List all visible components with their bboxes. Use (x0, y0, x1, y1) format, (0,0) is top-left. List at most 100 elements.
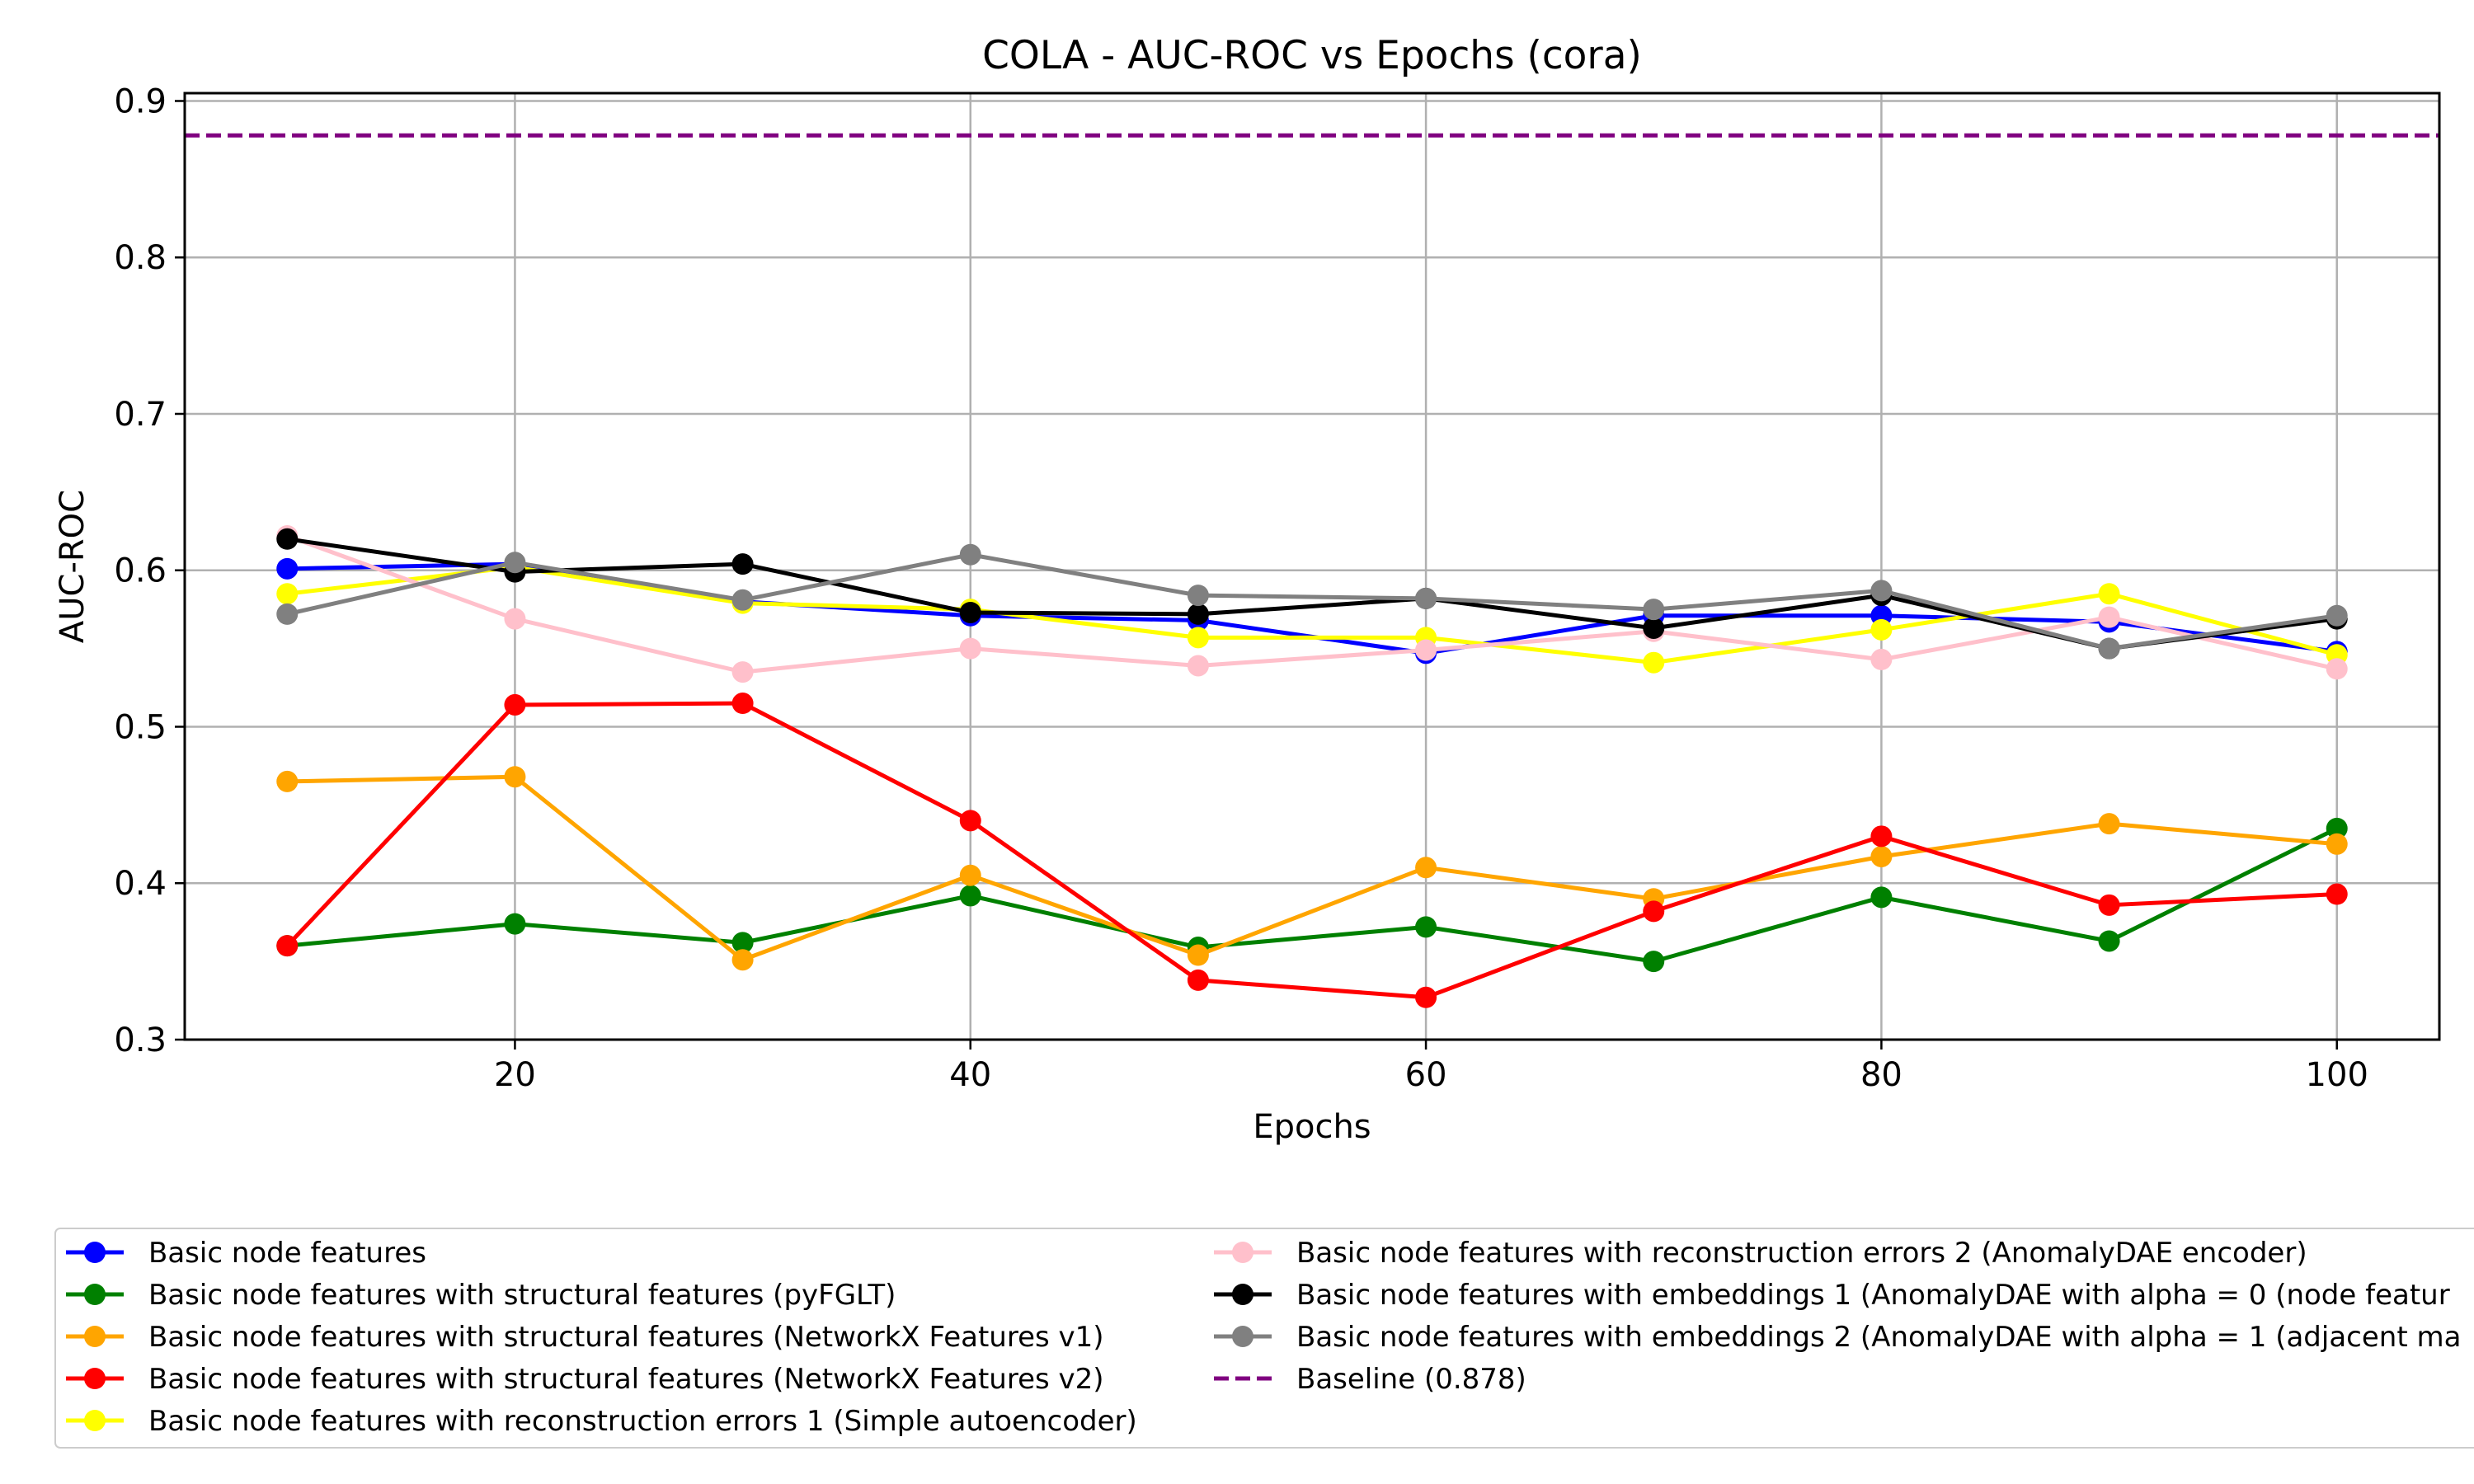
data-point (1187, 969, 1209, 991)
legend-label: Basic node features with structural feat… (148, 1321, 1104, 1354)
data-point (504, 552, 526, 574)
data-point (959, 885, 981, 907)
legend-label: Basic node features with embeddings 1 (A… (1296, 1279, 2450, 1312)
legend-item-2: Basic node features with structural feat… (66, 1279, 896, 1312)
data-point (959, 637, 981, 660)
legend-item-5: Basic node features with reconstruction … (66, 1405, 1137, 1438)
legend-item-7: Basic node features with embeddings 1 (A… (1214, 1279, 2450, 1312)
legend-item-9: Baseline (0.878) (1214, 1363, 1526, 1396)
data-point (1187, 655, 1209, 677)
data-point (731, 932, 754, 954)
legend-label: Basic node features with embeddings 2 (A… (1296, 1321, 2461, 1354)
legend-label: Basic node features with structural feat… (148, 1363, 1104, 1396)
data-point (1643, 900, 1665, 923)
legend-items: Basic node features Basic node features w… (66, 1237, 2461, 1438)
data-point (1415, 986, 1437, 1008)
legend-item-4: Basic node features with structural feat… (66, 1363, 1104, 1396)
data-point (2098, 930, 2120, 952)
series-line (286, 537, 2338, 651)
data-point (504, 913, 526, 935)
data-point (2098, 813, 2120, 835)
legend-swatch-marker (1232, 1242, 1253, 1263)
y-tick-label: 0.9 (114, 82, 167, 120)
data-point (276, 603, 299, 625)
data-point (2326, 817, 2348, 839)
legend-label: Basic node features with reconstruction … (148, 1405, 1137, 1438)
series-line (287, 826, 2338, 964)
legend: Basic node features Basic node features w… (54, 1228, 2474, 1449)
legend-item-3: Basic node features with structural feat… (66, 1321, 1104, 1354)
data-point (276, 583, 299, 605)
data-point (1187, 944, 1209, 966)
series-line (286, 552, 2338, 651)
legend-swatch-marker (84, 1242, 106, 1263)
data-point (1187, 627, 1209, 649)
data-point (504, 693, 526, 716)
legend-label: Basic node features (148, 1237, 426, 1270)
legend-label: Basic node features with reconstruction … (1296, 1237, 2307, 1270)
data-point (1415, 857, 1437, 879)
data-point (2326, 833, 2348, 855)
data-point (1643, 599, 1665, 621)
data-point (2098, 606, 2120, 628)
x-tick-label: 60 (1405, 1056, 1447, 1094)
data-point (1870, 825, 1893, 848)
legend-swatch-marker (84, 1326, 106, 1347)
data-point (504, 608, 526, 630)
legend-swatch-marker (1232, 1326, 1253, 1347)
data-point (959, 864, 981, 886)
series-line (286, 565, 2338, 665)
legend-item-6: Basic node features with reconstruction … (1214, 1237, 2307, 1270)
legend-swatch-marker (1232, 1284, 1253, 1305)
data-point (731, 661, 754, 683)
y-tick-label: 0.4 (114, 865, 167, 903)
x-axis-label: Epochs (1253, 1108, 1371, 1146)
y-tick-label: 0.8 (114, 239, 167, 277)
chart-title: COLA - AUC-ROC vs Epochs (cora) (982, 33, 1642, 78)
series-line (285, 701, 2337, 1000)
ticks: 20 40 60 80 100 0.3 0.4 0.5 0.6 0.7 0.8 0.9 (114, 82, 2368, 1094)
data-point (731, 553, 754, 575)
data-point (731, 693, 754, 715)
y-axis-label: AUC-ROC (54, 490, 92, 643)
data-point (276, 557, 299, 580)
data-point (276, 528, 299, 550)
plot-frame (183, 92, 2441, 1041)
series-line (287, 774, 2337, 962)
data-point (959, 810, 981, 832)
series-2 (276, 817, 2348, 973)
x-tick-label: 20 (494, 1056, 536, 1094)
data-point (1643, 951, 1665, 973)
data-point (1870, 648, 1893, 670)
data-point (1643, 617, 1665, 639)
legend-label: Basic node features with structural feat… (148, 1279, 896, 1312)
y-tick-label: 0.5 (114, 708, 167, 746)
data-point (2326, 883, 2348, 905)
y-tick-label: 0.6 (114, 552, 167, 590)
data-point (2326, 604, 2348, 627)
series-3 (276, 766, 2348, 971)
y-tick-label: 0.7 (114, 396, 167, 434)
series-layer (276, 524, 2348, 1008)
series-4 (276, 693, 2348, 1008)
data-point (731, 949, 754, 971)
series-8 (276, 543, 2348, 660)
series-6 (276, 524, 2348, 683)
data-point (1870, 580, 1893, 602)
data-point (1870, 618, 1893, 641)
data-point (959, 543, 981, 566)
data-point (1643, 651, 1665, 674)
data-point (1415, 639, 1437, 661)
data-point (1187, 603, 1209, 625)
data-point (2098, 894, 2120, 916)
data-point (1415, 916, 1437, 938)
legend-swatch-marker (84, 1368, 106, 1389)
data-point (1415, 587, 1437, 609)
series-line (286, 533, 2338, 674)
legend-item-8: Basic node features with embeddings 2 (A… (1214, 1321, 2461, 1354)
data-point (276, 935, 299, 957)
data-point (1870, 845, 1893, 867)
y-tick-label: 0.3 (114, 1021, 167, 1059)
legend-item-1: Basic node features (66, 1237, 426, 1270)
